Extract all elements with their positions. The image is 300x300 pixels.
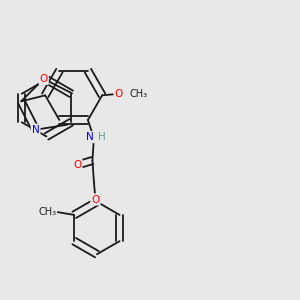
- Text: O: O: [73, 160, 82, 170]
- Text: CH₃: CH₃: [38, 207, 56, 217]
- Text: N: N: [86, 132, 94, 142]
- Text: CH₃: CH₃: [129, 89, 147, 99]
- Text: O: O: [91, 194, 100, 205]
- Text: H: H: [98, 132, 105, 142]
- Text: N: N: [32, 125, 40, 135]
- Text: O: O: [40, 74, 48, 84]
- Text: O: O: [115, 89, 123, 99]
